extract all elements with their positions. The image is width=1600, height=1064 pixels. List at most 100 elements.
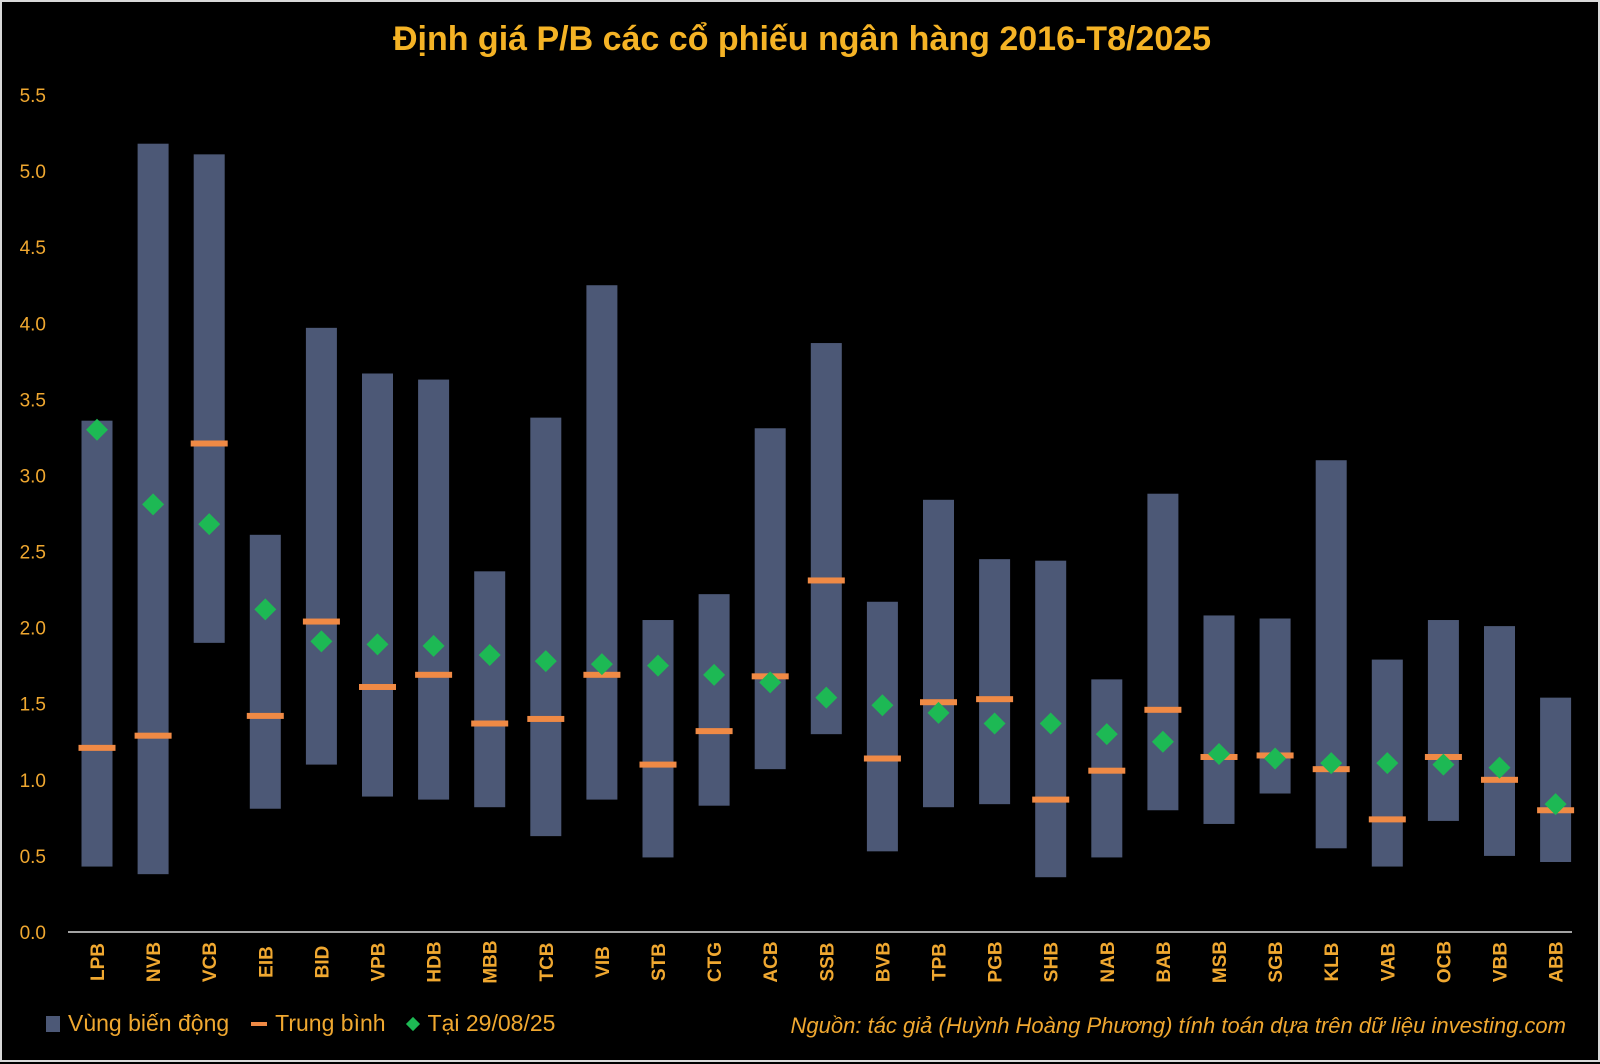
current-point-marker xyxy=(1039,712,1062,735)
mean-marker xyxy=(1368,816,1406,823)
y-tick-label: 0.0 xyxy=(20,923,46,944)
x-tick-label: OCB xyxy=(1434,941,1455,983)
range-bar xyxy=(249,534,281,809)
range-bar xyxy=(866,601,898,852)
range-bar xyxy=(1427,620,1459,821)
range-bar xyxy=(474,571,506,808)
current-point-marker xyxy=(1208,742,1230,765)
y-tick-label: 4.0 xyxy=(20,314,46,335)
x-tick-label: EIB xyxy=(256,946,277,978)
current-point-marker xyxy=(1488,756,1511,779)
current-point-marker xyxy=(927,701,950,724)
current-point-marker xyxy=(590,653,613,676)
range-bar xyxy=(586,285,618,800)
x-tick-label: BAB xyxy=(1154,941,1175,982)
mean-marker xyxy=(1032,796,1070,803)
chart-title: Định giá P/B các cổ phiếu ngân hàng 2016… xyxy=(392,20,1212,58)
range-bar xyxy=(530,417,562,837)
legend-label-range: Vùng biến động xyxy=(68,1010,230,1036)
mean-marker xyxy=(863,755,901,762)
x-tick-label: CTG xyxy=(705,942,726,982)
x-tick-label: NVB xyxy=(144,942,165,982)
range-bar xyxy=(979,559,1011,805)
x-tick-label: ACB xyxy=(761,941,782,982)
current-point-marker xyxy=(1544,793,1567,816)
range-bar xyxy=(1147,493,1179,811)
range-bar xyxy=(193,154,225,643)
mean-marker xyxy=(471,720,509,727)
range-bar xyxy=(362,373,393,797)
mean-marker xyxy=(695,728,733,735)
current-point-marker xyxy=(647,654,669,677)
range-bar xyxy=(305,327,337,765)
range-bar xyxy=(1484,626,1515,856)
diamond-swatch-icon xyxy=(405,1016,420,1031)
x-tick-label: VCB xyxy=(200,942,221,982)
x-tick-label: SGB xyxy=(1266,941,1287,982)
range-bar xyxy=(81,420,113,867)
current-point-marker xyxy=(983,712,1006,735)
current-point-marker xyxy=(871,694,894,717)
x-tick-label: KLB xyxy=(1322,942,1343,981)
x-tick-label: LPB xyxy=(88,943,109,981)
y-tick-label: 1.0 xyxy=(20,771,46,792)
y-tick-label: 5.0 xyxy=(20,162,46,183)
y-tick-label: 4.5 xyxy=(20,238,46,259)
current-point-marker xyxy=(422,634,445,657)
legend-item-mean: Trung bình xyxy=(251,1010,386,1037)
x-tick-label: VPB xyxy=(369,942,390,981)
y-tick-label: 1.5 xyxy=(20,695,46,716)
x-tick-label: VAB xyxy=(1378,943,1399,982)
x-tick-label: BVB xyxy=(873,942,894,982)
x-tick-label: TCB xyxy=(537,942,558,981)
x-tick-label: ABB xyxy=(1547,941,1568,982)
mean-marker xyxy=(246,712,284,719)
mean-marker xyxy=(527,715,565,722)
current-point-marker xyxy=(1095,723,1118,746)
current-point-marker xyxy=(1376,752,1399,775)
legend-label-current: Tại 29/08/25 xyxy=(427,1010,556,1036)
range-bar xyxy=(418,379,450,800)
range-bar xyxy=(923,499,954,808)
mean-marker xyxy=(976,696,1014,703)
mean-swatch-icon xyxy=(251,1021,268,1026)
current-point-marker xyxy=(815,686,838,709)
legend: Vùng biến động Trung bình Tại 29/08/25 xyxy=(46,1010,577,1037)
mean-marker xyxy=(807,577,845,584)
mean-marker xyxy=(78,744,116,751)
legend-item-range: Vùng biến động xyxy=(46,1010,229,1037)
current-point-marker xyxy=(759,671,782,694)
range-bar xyxy=(1540,697,1572,862)
y-tick-label: 2.5 xyxy=(20,543,46,564)
x-tick-label: TPB xyxy=(930,943,951,981)
range-bar xyxy=(698,594,730,806)
x-tick-label: SSB xyxy=(817,942,838,981)
x-tick-label: BID xyxy=(312,946,333,979)
range-swatch-icon xyxy=(46,1015,60,1032)
mean-marker xyxy=(1481,776,1518,783)
mean-marker xyxy=(190,440,228,447)
mean-marker xyxy=(1088,767,1126,774)
range-bar xyxy=(754,428,786,770)
mean-marker xyxy=(302,618,340,625)
y-tick-label: 0.5 xyxy=(20,847,46,868)
range-bar xyxy=(1203,615,1235,824)
current-point-marker xyxy=(1432,753,1455,776)
y-tick-label: 5.5 xyxy=(20,86,46,107)
mean-marker xyxy=(359,683,396,690)
current-point-marker xyxy=(1264,747,1287,770)
range-bar xyxy=(1315,460,1347,849)
legend-item-current: Tại 29/08/25 xyxy=(405,1010,556,1037)
x-tick-label: VIB xyxy=(593,946,614,978)
current-point-marker xyxy=(1151,730,1174,753)
x-tick-label: SHB xyxy=(1042,942,1063,982)
mean-marker xyxy=(415,671,453,678)
y-tick-label: 3.0 xyxy=(20,466,46,487)
x-tick-label: HDB xyxy=(425,941,446,982)
x-tick-label: STB xyxy=(649,943,670,981)
range-bar xyxy=(810,343,842,735)
current-point-marker xyxy=(310,630,333,653)
mean-marker xyxy=(1144,706,1182,713)
y-tick-label: 2.0 xyxy=(20,619,46,640)
